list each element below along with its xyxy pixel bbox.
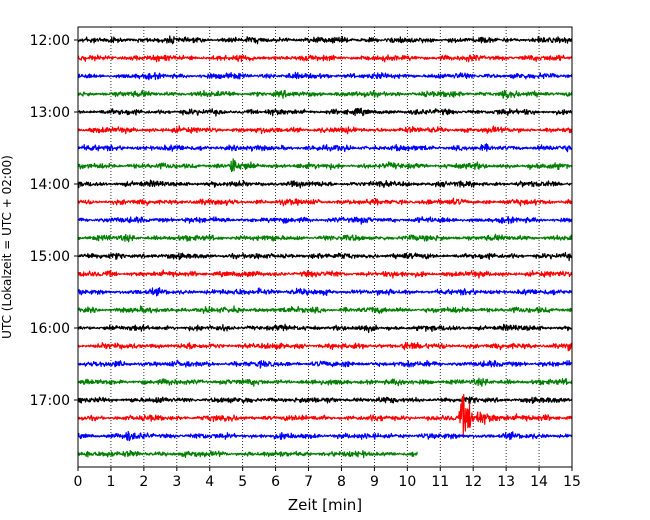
x-tick-label: 13 bbox=[497, 474, 515, 490]
x-tick-label: 6 bbox=[271, 474, 280, 490]
seismogram-trace bbox=[77, 35, 573, 45]
seismogram-trace bbox=[77, 125, 573, 135]
x-tick-label: 3 bbox=[172, 474, 181, 490]
x-tick-label: 15 bbox=[563, 474, 581, 490]
grid-lines bbox=[110, 27, 540, 467]
seismogram-trace bbox=[77, 430, 573, 442]
plot-frame bbox=[77, 26, 573, 468]
seismogram-trace bbox=[77, 396, 573, 405]
seismogram-trace bbox=[77, 287, 573, 297]
y-tick-label: 12:00 bbox=[30, 33, 70, 49]
seismogram-trace bbox=[77, 359, 573, 369]
seismogram-trace bbox=[77, 269, 573, 279]
plot-background bbox=[78, 27, 572, 467]
x-tick-label: 8 bbox=[337, 474, 346, 490]
y-tick-label: 16:00 bbox=[30, 321, 70, 337]
seismogram-trace bbox=[77, 71, 573, 81]
x-tick-label: 2 bbox=[139, 474, 148, 490]
x-tick-label: 7 bbox=[304, 474, 313, 490]
seismogram-trace bbox=[77, 305, 573, 314]
seismogram-trace bbox=[77, 89, 573, 99]
y-axis-label: UTC (Lokalzeit = UTC + 02:00) bbox=[0, 155, 14, 339]
y-tick-label: 17:00 bbox=[30, 393, 70, 409]
x-axis-ticks: 0 1 2 3 4 5 6 7 8 9 10 11 12 13 14 15 bbox=[74, 467, 581, 490]
seismogram-trace bbox=[77, 233, 573, 243]
x-axis-label: Zeit [min] bbox=[288, 496, 362, 514]
y-axis-ticks: 12:00 13:00 14:00 15:00 16:00 17:00 bbox=[30, 33, 78, 409]
seismogram-traces bbox=[77, 35, 573, 459]
y-tick-label: 15:00 bbox=[30, 249, 70, 265]
x-tick-label: 9 bbox=[370, 474, 379, 490]
seismogram-trace bbox=[77, 449, 418, 459]
seismogram-trace bbox=[77, 197, 573, 207]
seismogram-trace bbox=[77, 377, 573, 387]
y-tick-label: 13:00 bbox=[30, 105, 70, 121]
seismogram-trace bbox=[77, 341, 573, 352]
x-tick-label: 0 bbox=[74, 474, 83, 490]
seismogram-trace bbox=[77, 179, 573, 189]
seismogram-trace bbox=[77, 393, 573, 436]
x-tick-label: 1 bbox=[106, 474, 115, 490]
seismogram-trace bbox=[77, 251, 573, 262]
seismogram-trace bbox=[77, 143, 573, 153]
seismogram-trace bbox=[77, 107, 573, 117]
seismogram-trace bbox=[77, 54, 573, 63]
seismogram-trace bbox=[77, 158, 573, 173]
x-tick-label: 14 bbox=[530, 474, 548, 490]
x-tick-label: 5 bbox=[238, 474, 247, 490]
seismogram-trace bbox=[77, 215, 573, 225]
x-tick-label: 4 bbox=[205, 474, 214, 490]
seismogram-trace bbox=[77, 323, 573, 334]
x-tick-label: 10 bbox=[398, 474, 416, 490]
y-tick-label: 14:00 bbox=[30, 177, 70, 193]
x-tick-label: 12 bbox=[464, 474, 482, 490]
x-tick-label: 11 bbox=[431, 474, 449, 490]
